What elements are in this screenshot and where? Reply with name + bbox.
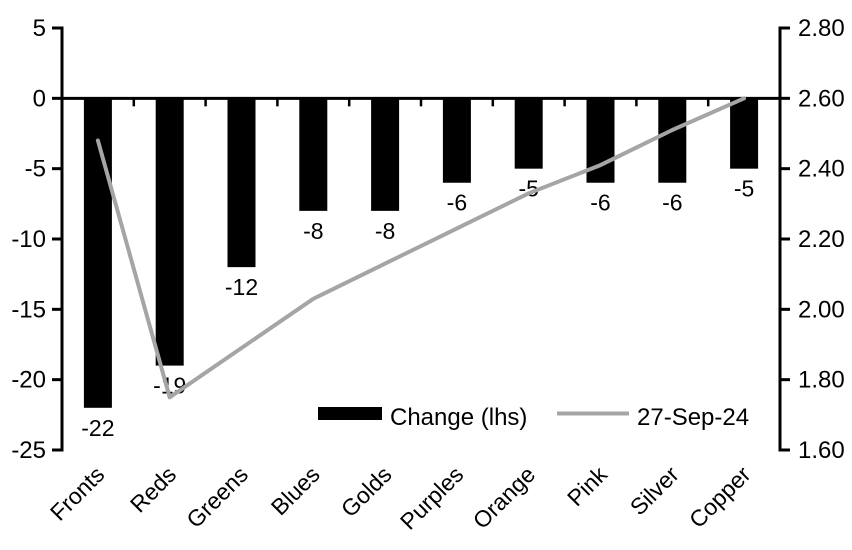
bar-change [730, 98, 759, 169]
right-axis-tick-label: 1.80 [798, 367, 845, 394]
bar-change [299, 98, 328, 211]
category-label: Orange [468, 461, 541, 534]
right-axis-tick-label: 1.60 [798, 437, 845, 464]
legend-bar-swatch [318, 407, 382, 420]
legend-label-date: 27-Sep-24 [637, 404, 749, 431]
left-axis-tick-label: -25 [11, 437, 46, 464]
left-axis-tick-label: -5 [25, 156, 46, 183]
bar-change [442, 98, 471, 183]
left-axis-tick-label: -20 [11, 367, 46, 394]
bar-value-label: -22 [81, 415, 114, 441]
right-axis-tick-label: 2.00 [798, 296, 845, 323]
bar-value-label: -12 [225, 274, 258, 300]
bar-value-label: -5 [734, 176, 754, 202]
bar-value-label: -8 [303, 218, 323, 244]
category-label: Blues [266, 461, 325, 520]
left-axis-tick-label: 5 [33, 15, 46, 42]
category-label: Greens [181, 461, 253, 533]
category-label: Fronts [45, 461, 109, 525]
bar-change [514, 98, 543, 169]
left-axis-tick-label: 0 [33, 85, 46, 112]
right-axis-tick-label: 2.20 [798, 226, 845, 253]
legend-label-change: Change (lhs) [390, 404, 527, 431]
category-label: Pink [562, 461, 612, 511]
bar-value-label: -8 [375, 218, 395, 244]
category-label: Purples [395, 461, 469, 535]
bar-value-label: -6 [447, 190, 467, 216]
right-axis-tick-label: 2.40 [798, 156, 845, 183]
bar-change [371, 98, 400, 211]
category-label: Reds [125, 461, 181, 517]
bar-change [227, 98, 256, 268]
bar-change [658, 98, 687, 183]
right-axis-tick-label: 2.80 [798, 15, 845, 42]
bar-change [83, 98, 112, 408]
bar-value-label: -6 [590, 190, 610, 216]
left-axis-tick-label: -10 [11, 226, 46, 253]
category-label: Golds [336, 461, 397, 522]
trend-line [95, 96, 747, 400]
left-axis-tick-label: -15 [11, 296, 46, 323]
category-label: Silver [625, 461, 684, 520]
bar-change [155, 98, 184, 366]
right-axis-tick-label: 2.60 [798, 85, 845, 112]
bar-value-label: -6 [662, 190, 682, 216]
category-label: Copper [684, 461, 756, 533]
